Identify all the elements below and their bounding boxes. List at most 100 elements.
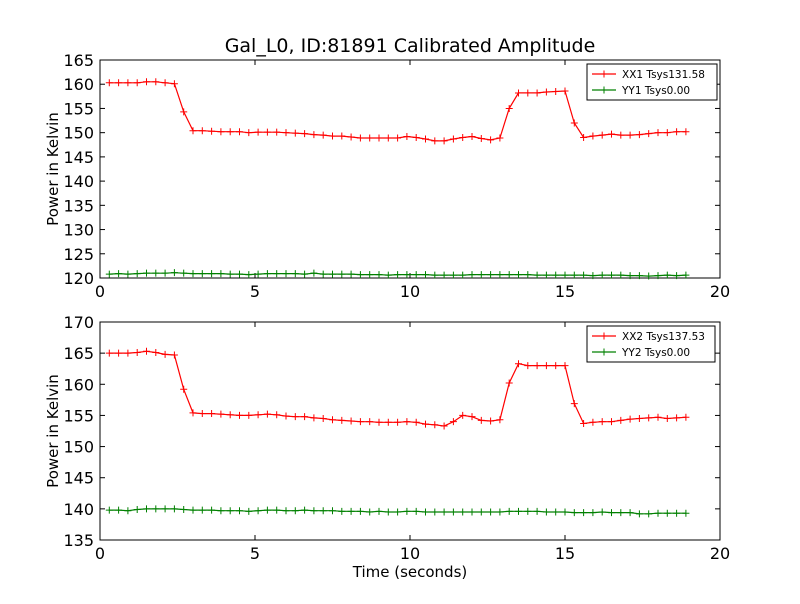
data-point: [477, 271, 485, 279]
data-point: [170, 505, 178, 513]
y-tick-label: 135: [63, 196, 94, 215]
data-point: [226, 507, 234, 515]
data-point: [161, 350, 169, 358]
data-point: [552, 508, 560, 516]
data-point: [356, 134, 364, 142]
data-point: [617, 131, 625, 139]
data-point: [673, 414, 681, 422]
data-point: [347, 417, 355, 425]
data-point: [282, 507, 290, 515]
data-point: [133, 505, 141, 513]
data-point: [552, 362, 560, 370]
data-point: [608, 130, 615, 138]
data-point: [208, 127, 216, 135]
data-point: [412, 418, 420, 426]
data-point: [682, 509, 690, 517]
data-point: [152, 269, 160, 277]
data-point: [384, 271, 392, 279]
data-point: [291, 507, 299, 515]
data-point: [533, 89, 541, 97]
data-point: [143, 505, 150, 513]
data-point: [422, 508, 429, 516]
data-point: [254, 128, 262, 136]
data-point: [217, 270, 225, 278]
data-point: [319, 270, 327, 278]
y-tick-label: 150: [63, 438, 94, 457]
data-point: [654, 272, 662, 280]
data-point: [515, 271, 522, 279]
data-point: [319, 507, 327, 515]
data-point: [217, 128, 225, 136]
data-point: [440, 508, 448, 516]
data-point: [319, 415, 327, 423]
data-point: [477, 416, 485, 424]
data-point: [431, 421, 439, 429]
legend-label: YY1 Tsys0.00: [621, 85, 690, 97]
data-point: [245, 507, 253, 515]
data-point: [663, 509, 671, 517]
data-point: [440, 271, 448, 279]
data-point: [635, 510, 643, 518]
legend-box: [586, 63, 718, 101]
data-point: [440, 422, 448, 430]
data-point: [236, 270, 243, 278]
y-tick-label: 140: [63, 172, 94, 191]
data-point: [459, 411, 467, 419]
data-point: [310, 414, 318, 422]
data-point: [263, 410, 271, 418]
data-point: [208, 410, 216, 418]
data-point: [245, 129, 253, 137]
data-point: [226, 128, 234, 136]
data-point: [533, 271, 541, 279]
data-point: [254, 270, 262, 278]
data-point: [291, 413, 299, 421]
data-point: [440, 137, 448, 145]
data-point: [133, 349, 141, 357]
data-point: [468, 413, 476, 421]
data-point: [663, 271, 671, 279]
data-point: [189, 506, 197, 514]
data-point: [282, 270, 290, 278]
data-point: [635, 272, 643, 280]
data-point: [384, 134, 392, 142]
data-point: [226, 270, 234, 278]
data-point: [329, 507, 336, 515]
series-2: [105, 505, 690, 518]
data-point: [570, 400, 578, 408]
data-point: [561, 508, 569, 516]
series-1: [105, 78, 690, 145]
legend-label: YY2 Tsys0.00: [621, 347, 690, 359]
data-point: [422, 420, 429, 428]
data-point: [654, 509, 662, 517]
x-tick-label: 20: [710, 544, 730, 563]
data-point: [375, 271, 383, 279]
data-point: [143, 269, 150, 277]
x-tick-label: 15: [555, 544, 575, 563]
data-point: [152, 505, 160, 513]
data-point: [282, 129, 290, 137]
data-point: [375, 418, 383, 426]
data-point: [626, 509, 634, 517]
x-axis-label: Time (seconds): [352, 563, 468, 581]
data-point: [487, 417, 495, 425]
y-tick-label: 160: [63, 375, 94, 394]
data-point: [589, 509, 597, 517]
data-point: [496, 416, 504, 424]
y-tick-label: 120: [63, 269, 94, 288]
data-point: [422, 135, 429, 143]
data-point: [682, 413, 690, 421]
data-point: [552, 87, 560, 95]
x-tick-label: 5: [250, 282, 260, 301]
data-point: [468, 133, 476, 141]
data-point: [394, 134, 402, 142]
data-point: [589, 132, 597, 140]
data-point: [617, 509, 625, 517]
data-point: [570, 119, 578, 127]
data-point: [598, 418, 606, 426]
data-point: [524, 507, 532, 515]
data-point: [682, 128, 690, 136]
data-point: [338, 416, 346, 424]
data-point: [449, 508, 457, 516]
data-point: [477, 134, 485, 142]
